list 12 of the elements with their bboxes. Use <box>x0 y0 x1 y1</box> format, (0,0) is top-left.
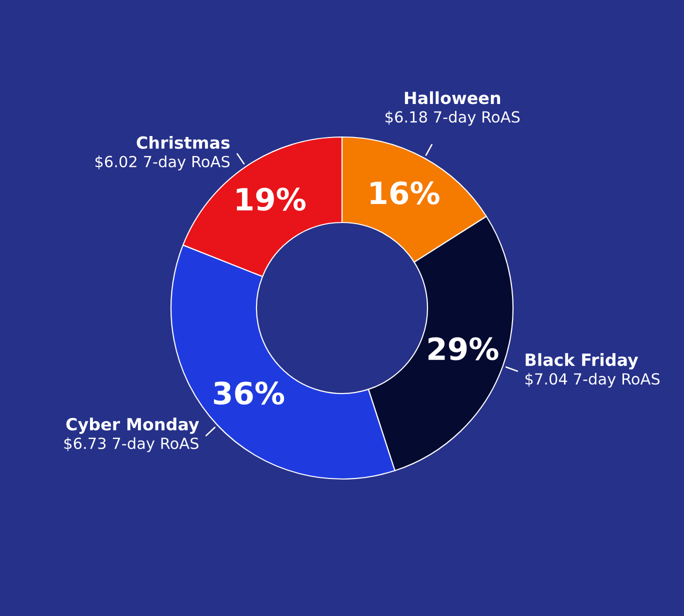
text: $6.73 7-day RoAS <box>64 437 198 452</box>
text: $6.02 7-day RoAS <box>95 156 230 170</box>
data-label: 16% <box>370 181 440 204</box>
slice-label: Cyber Monday <box>66 418 199 434</box>
data-label: 19% <box>236 188 306 211</box>
text: $6.18 7-day RoAS <box>386 110 520 126</box>
data-label: 29% <box>428 337 498 360</box>
slice-label: Christmas <box>136 136 230 149</box>
slice-label: Halloween <box>404 91 500 104</box>
slice-label: Black Friday <box>526 353 638 370</box>
text: $7.04 7-day RoAS <box>525 372 660 388</box>
data-label: 36% <box>214 382 284 405</box>
